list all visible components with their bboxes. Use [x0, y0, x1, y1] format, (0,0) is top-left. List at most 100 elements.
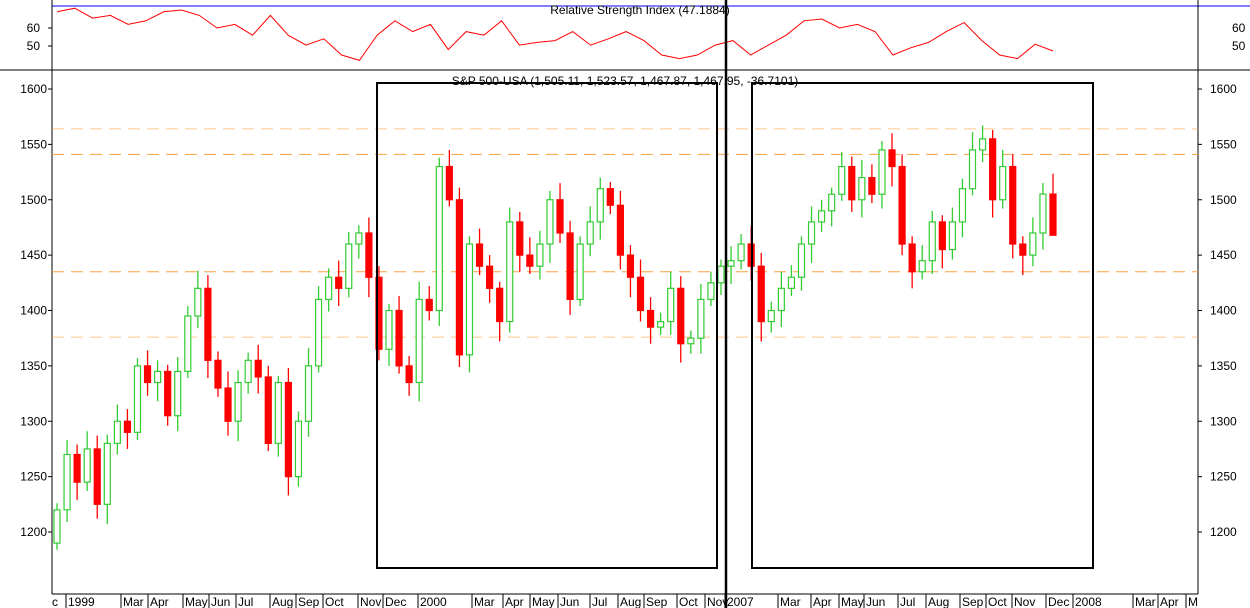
candle-body — [194, 287, 202, 317]
candle-body — [536, 243, 544, 267]
candle-body — [797, 243, 806, 278]
candle-body — [184, 315, 192, 373]
candle-body — [626, 254, 635, 278]
price-y-tick-left: 1300 — [20, 414, 47, 428]
x-tick-label: Aug — [928, 595, 949, 608]
candle-body — [113, 420, 121, 444]
candle-body — [93, 448, 101, 505]
price-y-tick-left: 1400 — [20, 304, 47, 318]
candle-body — [999, 165, 1007, 201]
candle — [385, 303, 393, 366]
chart-title: S&P 500-USA (1,505.11, 1,523.57, 1,467.8… — [452, 74, 798, 88]
candle-body — [465, 243, 474, 356]
candle-body — [264, 376, 272, 445]
candle-body — [526, 254, 534, 267]
candle-body — [596, 188, 604, 223]
selection-box — [751, 82, 1094, 569]
candle — [314, 286, 323, 373]
candle — [948, 207, 956, 260]
candle-body — [335, 276, 343, 289]
candle — [284, 368, 292, 496]
x-tick-label: Sep — [298, 595, 320, 608]
candle-body — [254, 359, 262, 378]
candle-body — [777, 287, 785, 312]
price-y-tick-right: 1400 — [1210, 304, 1237, 318]
x-tick-label: Jul — [900, 595, 915, 608]
candle-body — [1009, 165, 1017, 245]
price-y-tick-left: 1250 — [20, 470, 47, 484]
candle — [83, 431, 91, 492]
candle — [848, 156, 856, 212]
price-y-tick-right: 1200 — [1210, 525, 1237, 539]
candle — [1029, 217, 1037, 267]
candle-body — [103, 442, 111, 505]
candle-body — [385, 309, 393, 350]
candle-body — [1049, 193, 1057, 236]
candle — [717, 259, 725, 295]
candle — [636, 259, 645, 322]
x-tick-label: Jun — [866, 595, 885, 608]
candle-body — [164, 370, 172, 417]
candle — [133, 358, 142, 441]
candle-body — [304, 365, 313, 422]
candle — [898, 154, 906, 256]
candle-body — [878, 149, 886, 195]
candle — [968, 132, 977, 196]
candle-body — [868, 177, 876, 195]
candle-body — [697, 298, 705, 339]
candle — [546, 190, 554, 263]
candle — [576, 236, 584, 307]
candle-body — [143, 365, 152, 384]
candle — [465, 236, 474, 373]
candle — [184, 306, 192, 379]
candle-body — [345, 243, 353, 289]
candle-body — [204, 287, 212, 361]
candle-body — [586, 221, 594, 245]
candle-body — [83, 448, 91, 483]
candle-body — [646, 309, 655, 328]
x-tick-label: Dec — [385, 595, 406, 608]
x-tick-label: c — [52, 595, 58, 608]
candle-body — [475, 243, 484, 267]
price-y-tick-left: 1500 — [20, 193, 47, 207]
candle — [113, 404, 121, 455]
candle — [888, 133, 896, 187]
price-y-tick-left: 1200 — [20, 525, 47, 539]
candle — [787, 265, 796, 297]
candle — [425, 286, 433, 321]
candle — [677, 276, 685, 363]
candle — [164, 364, 172, 426]
candle — [435, 157, 443, 327]
candle-body — [415, 298, 423, 384]
candle — [596, 177, 604, 240]
candle-body — [677, 287, 685, 345]
candle — [475, 228, 484, 276]
rsi-panel: 50 50 60 60 — [0, 0, 1250, 71]
candle — [506, 207, 514, 333]
candle — [395, 296, 403, 374]
x-tick-label: Aug — [620, 595, 641, 608]
x-tick-label: Oct — [988, 595, 1007, 608]
candle-body — [606, 188, 614, 206]
candle-body — [63, 453, 71, 511]
x-tick-label: Apr — [505, 595, 524, 608]
candle-body — [425, 298, 433, 312]
candle-body — [727, 260, 735, 267]
price-y-tick-left: 1350 — [20, 359, 47, 373]
candle — [868, 164, 876, 204]
candle — [1049, 173, 1057, 236]
candle — [355, 225, 363, 259]
price-y-tick-right: 1250 — [1210, 470, 1237, 484]
candle — [938, 215, 946, 269]
price-y-tick-right: 1500 — [1210, 193, 1237, 207]
candle-body — [828, 193, 836, 212]
rsi-y-tick-right: 60 — [1232, 21, 1246, 35]
x-tick-label: Apr — [150, 595, 169, 608]
candle — [365, 217, 373, 298]
candle — [818, 199, 826, 232]
candle-body — [978, 138, 987, 151]
candle — [657, 312, 665, 335]
candle-body — [174, 370, 182, 417]
candle-body — [284, 381, 292, 478]
